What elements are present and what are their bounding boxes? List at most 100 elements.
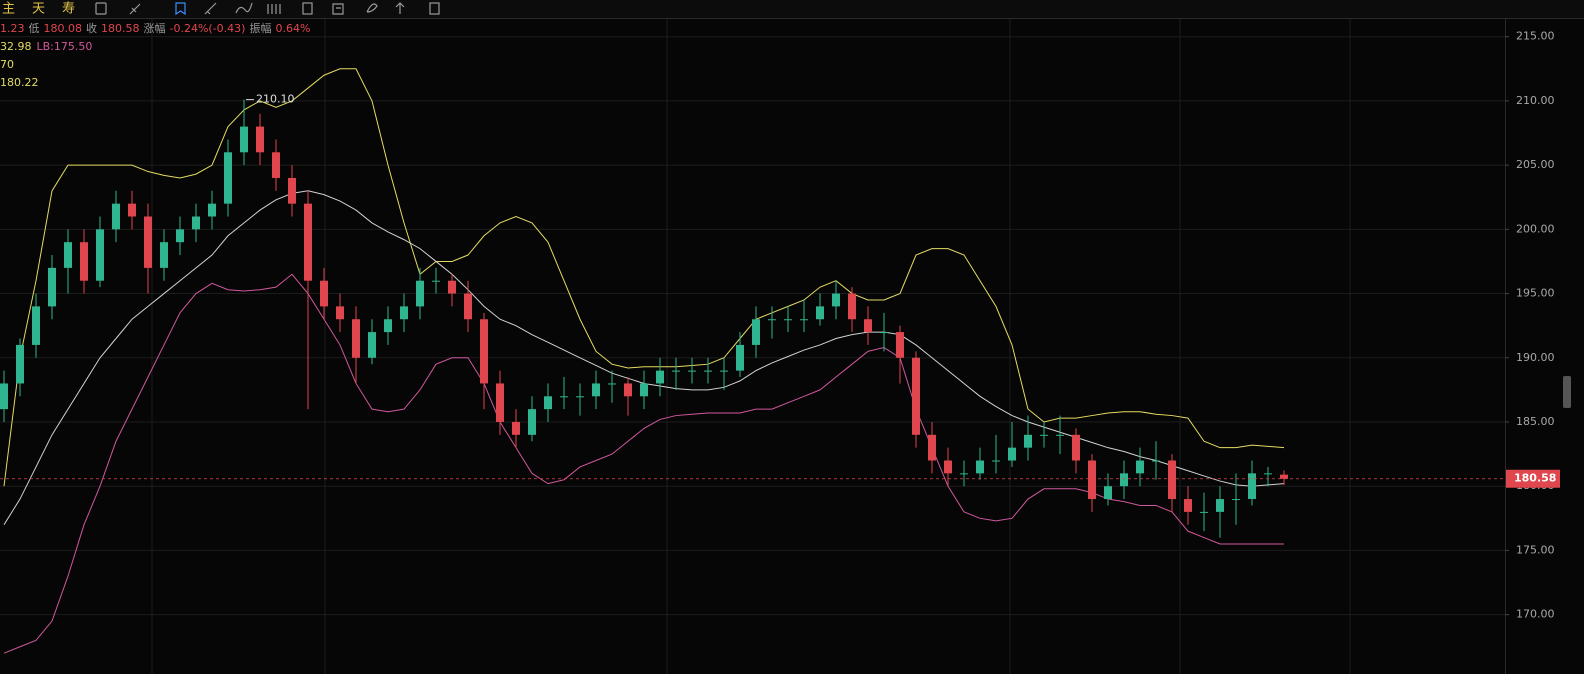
y-tick-label: 190.00 <box>1516 351 1555 364</box>
candle-body <box>640 383 648 397</box>
candle-body <box>256 126 264 153</box>
icon[interactable] <box>204 2 217 15</box>
y-tick-label: 200.00 <box>1516 222 1555 235</box>
candle-body <box>192 216 200 230</box>
indicator-text: 32.98 <box>0 40 32 53</box>
candle-body <box>752 319 760 345</box>
candle-body <box>400 306 408 320</box>
icon[interactable] <box>175 2 186 16</box>
candle-body <box>384 319 392 333</box>
icon[interactable] <box>395 2 405 14</box>
candle-body <box>224 152 232 204</box>
toolbar-icons <box>95 2 440 16</box>
candle-body <box>736 344 744 371</box>
candle-body <box>336 306 344 320</box>
candle-body <box>496 383 504 422</box>
icon[interactable] <box>302 2 313 15</box>
candle-body <box>288 177 296 204</box>
candle-body <box>1264 473 1272 475</box>
candle-body <box>448 280 456 294</box>
y-tick-label: 215.00 <box>1516 30 1555 43</box>
candle-body <box>240 126 248 153</box>
y-tick-label: 195.00 <box>1516 287 1555 300</box>
last-price-tag <box>1506 469 1560 488</box>
quote-text: 振幅 <box>249 21 271 35</box>
candle-body <box>1024 434 1032 448</box>
candle-body <box>960 473 968 475</box>
icon[interactable] <box>332 3 344 15</box>
candle-body <box>976 460 984 474</box>
candle-body <box>1072 434 1080 461</box>
indicator-line <box>3 273 1284 654</box>
candle-body <box>96 229 104 281</box>
candle-body <box>768 319 776 321</box>
icon[interactable] <box>129 3 141 15</box>
candle-body <box>880 332 888 334</box>
candle-body <box>1280 474 1288 479</box>
candle-body <box>816 306 824 320</box>
candle-body <box>848 293 856 320</box>
candle-body <box>928 434 936 461</box>
candle-body <box>1216 499 1224 512</box>
candle-body <box>112 203 120 230</box>
candle-body <box>464 293 472 320</box>
candle-body <box>144 216 152 268</box>
quote-text: 180.08 <box>44 22 83 35</box>
candle-body <box>992 460 1000 462</box>
candle-body <box>864 319 872 333</box>
scroll-handle[interactable] <box>1563 376 1571 408</box>
candle-body <box>80 242 88 281</box>
icon[interactable] <box>267 4 281 14</box>
candle-body <box>0 383 8 410</box>
icon[interactable] <box>235 2 253 14</box>
plot: 170.00175.00180.00185.00190.00195.00200.… <box>0 30 1560 654</box>
icon[interactable] <box>429 2 440 15</box>
quote-text: -0.24%(-0.43) <box>170 22 246 35</box>
quote-text: 180.58 <box>101 22 140 35</box>
icon[interactable] <box>366 3 378 13</box>
toolbar-label: 天 <box>32 2 45 17</box>
last-price-label: 180.58 <box>1514 472 1556 485</box>
candle-body <box>368 332 376 358</box>
candle-body <box>800 319 808 321</box>
candle-body <box>784 319 792 321</box>
toolbar-label: 主 <box>2 2 15 17</box>
candle-body <box>1104 486 1112 500</box>
y-tick-label: 175.00 <box>1516 543 1555 556</box>
candle-body <box>32 306 40 345</box>
candle-body <box>656 370 664 384</box>
candle-body <box>1120 473 1128 487</box>
candle-body <box>160 242 168 268</box>
candle-body <box>1232 499 1240 501</box>
candle-body <box>176 229 184 243</box>
indicator-text: LB:175.50 <box>37 40 93 53</box>
candle-body <box>352 319 360 358</box>
candle-body <box>704 370 712 372</box>
candle-body <box>416 280 424 307</box>
candle-body <box>1184 499 1192 512</box>
candle-body <box>48 267 56 307</box>
candle-body <box>1008 447 1016 461</box>
candle-body <box>592 383 600 397</box>
header-texts: 主 天 寿 1.23 低 180.08 收 180.58 涨幅 -0.24%(-0.43) 振幅 0.… <box>0 2 310 90</box>
candle-body <box>576 396 584 398</box>
candle-body <box>16 344 24 384</box>
candle-body <box>624 383 632 397</box>
candle-body <box>480 319 488 384</box>
icon[interactable] <box>95 2 107 15</box>
candle-body <box>528 409 536 435</box>
candle-body <box>944 460 952 474</box>
candle-body <box>304 203 312 281</box>
candle-body <box>1152 460 1160 462</box>
candle-body <box>672 370 680 372</box>
indicator-text: 70 <box>0 58 14 71</box>
candle-body <box>544 396 552 410</box>
candle-body <box>1040 434 1048 436</box>
candle-body <box>688 370 696 372</box>
quote-text: 涨幅 <box>144 22 166 35</box>
quote-text: 0.64% <box>275 22 310 35</box>
candle-body <box>720 370 728 372</box>
toolbar-label: 寿 <box>62 2 75 17</box>
candle-body <box>560 396 568 398</box>
